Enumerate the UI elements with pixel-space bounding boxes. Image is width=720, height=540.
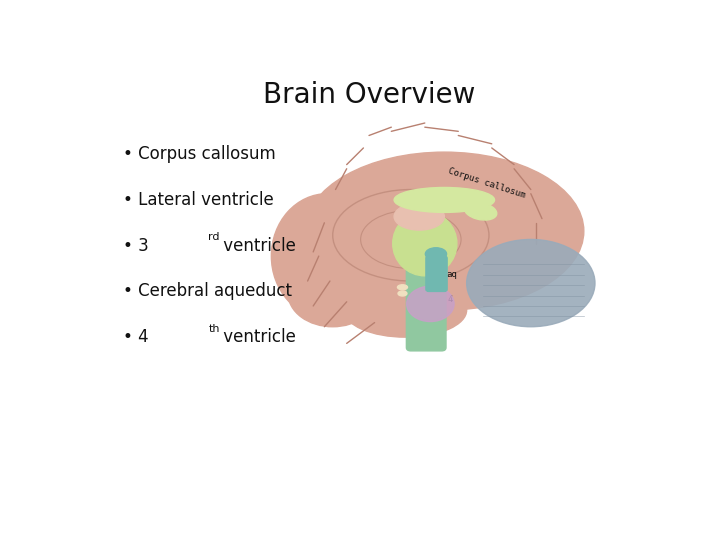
Text: th: th <box>208 324 220 334</box>
FancyBboxPatch shape <box>426 256 447 292</box>
Text: ventricle: ventricle <box>218 328 297 346</box>
Ellipse shape <box>398 291 407 296</box>
Ellipse shape <box>394 187 495 212</box>
Ellipse shape <box>407 286 454 321</box>
Ellipse shape <box>397 285 408 290</box>
Ellipse shape <box>394 203 444 230</box>
Ellipse shape <box>344 283 467 337</box>
Text: Brain Overview: Brain Overview <box>263 82 475 110</box>
Text: • 4: • 4 <box>124 328 149 346</box>
Text: • Corpus callosum: • Corpus callosum <box>124 145 276 163</box>
Text: rd: rd <box>208 232 220 242</box>
Ellipse shape <box>426 248 446 260</box>
Ellipse shape <box>464 202 497 220</box>
Text: 4: 4 <box>447 295 452 304</box>
Ellipse shape <box>288 260 377 327</box>
Text: aq: aq <box>446 271 456 279</box>
Text: • Cerebral aqueduct: • Cerebral aqueduct <box>124 282 292 300</box>
Ellipse shape <box>305 152 584 310</box>
Text: ventricle: ventricle <box>218 237 297 255</box>
Text: LV: LV <box>402 208 413 217</box>
Text: 3: 3 <box>415 233 420 242</box>
Text: • Lateral ventricle: • Lateral ventricle <box>124 191 274 209</box>
Text: Corpus callosum: Corpus callosum <box>447 166 526 200</box>
FancyBboxPatch shape <box>406 261 446 351</box>
Text: • 3: • 3 <box>124 237 149 255</box>
Ellipse shape <box>392 211 457 276</box>
FancyBboxPatch shape <box>418 239 447 273</box>
Ellipse shape <box>271 194 383 319</box>
Ellipse shape <box>467 239 595 327</box>
